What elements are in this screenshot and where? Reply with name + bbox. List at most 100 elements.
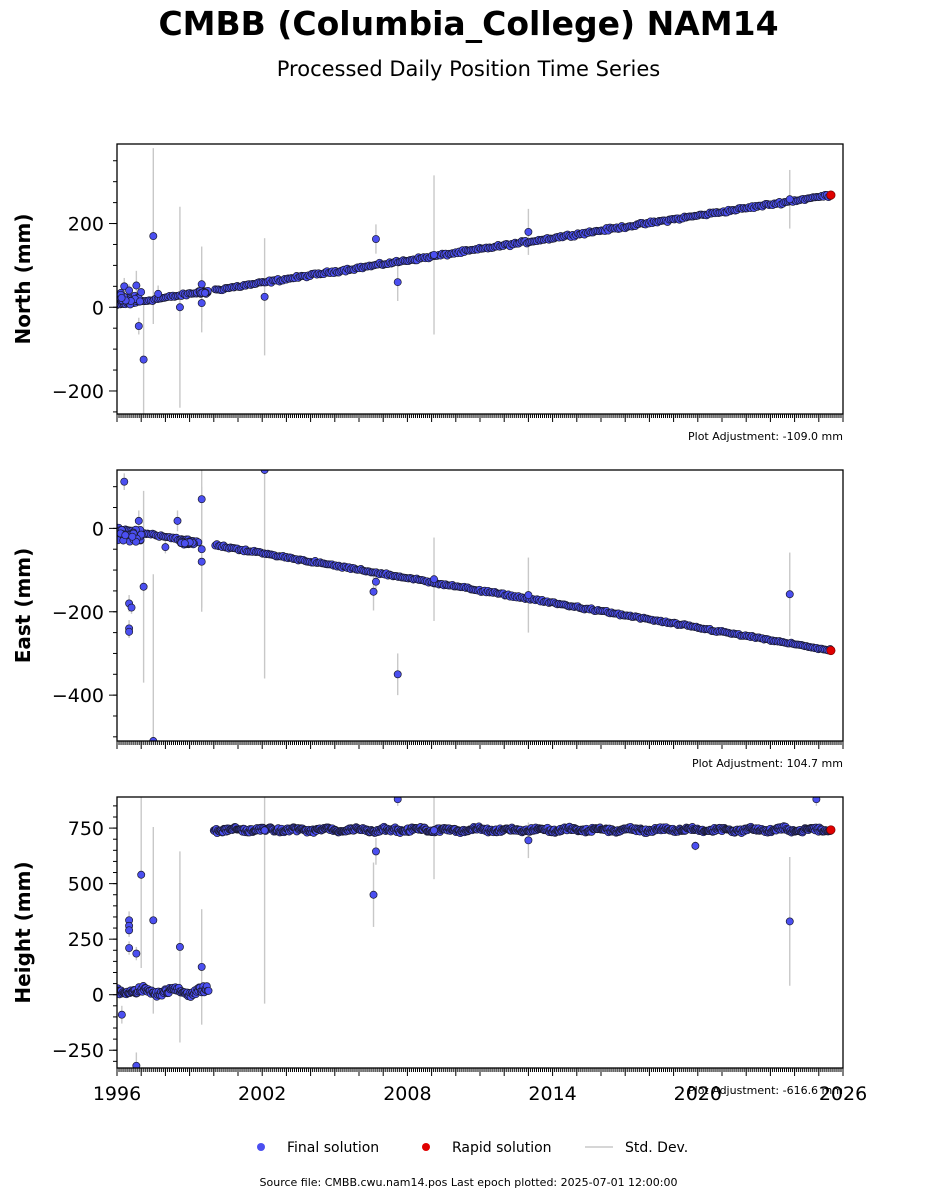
panel-1: −200 0 200 North (mm) Plot Adjustment: -109.…: [11, 143, 844, 443]
final-solution-point: [197, 545, 206, 554]
final-solution-point: [524, 836, 533, 845]
final-solution-point: [134, 322, 143, 331]
y-tick-label: −200: [52, 602, 104, 624]
legend: Final solution Rapid solution Std. Dev.: [257, 1140, 688, 1156]
final-solution-point: [430, 575, 438, 584]
plot-area: [117, 148, 836, 414]
legend-label: Std. Dev.: [625, 1140, 688, 1156]
y-tick-label: 250: [68, 929, 104, 951]
final-solution-point: [149, 916, 158, 925]
panel-frame: [116, 796, 844, 1069]
panel-frame: [116, 143, 844, 415]
final-solution-point: [127, 603, 136, 612]
plot-adjustment: Plot Adjustment: -109.0 mm: [688, 430, 843, 443]
final-solution-point: [204, 986, 213, 995]
y-tick-label: 750: [68, 818, 104, 840]
final-solution-point: [430, 826, 438, 835]
x-tick-label: 2020: [674, 1083, 722, 1105]
final-solution-point: [117, 293, 126, 302]
panel-frame: [116, 469, 844, 742]
final-solution-point: [260, 292, 269, 301]
final-solution-point: [371, 235, 380, 243]
panel-3: −250 0 250 500 750 Height (mm) Plot Adjustment…: [11, 796, 867, 1105]
y-tick-label: 0: [92, 985, 104, 1007]
final-solution-point: [175, 942, 184, 951]
final-solution-point: [197, 299, 206, 308]
rapid-solution-point: [826, 645, 836, 656]
legend-rapid-marker: [422, 1143, 430, 1151]
chart-title: CMBB (Columbia_College) NAM14: [158, 4, 779, 43]
final-solution-point: [524, 591, 533, 600]
rapid-solution-point: [826, 825, 836, 835]
final-solution-point: [812, 797, 821, 804]
final-solution-point: [125, 944, 134, 952]
final-solution-point: [125, 627, 134, 636]
x-tick-label: 2014: [528, 1083, 576, 1105]
final-solution-point: [197, 962, 206, 971]
final-solution-point: [137, 288, 146, 297]
final-solution-point: [785, 590, 794, 599]
final-solution-point: [128, 532, 137, 541]
x-tick-label: 2008: [383, 1083, 431, 1105]
final-solution-point: [134, 516, 143, 525]
final-solution-point: [120, 477, 129, 486]
y-tick-label: 0: [92, 518, 104, 540]
final-solution-point: [149, 232, 158, 241]
final-solution-point: [371, 847, 380, 856]
y-axis-label: North (mm): [11, 213, 35, 344]
plot-adjustment: Plot Adjustment: 104.7 mm: [692, 757, 843, 770]
y-axis-label: Height (mm): [11, 861, 35, 1003]
final-solution-point: [430, 250, 438, 259]
final-solution-point: [121, 531, 130, 540]
final-solution-point: [393, 797, 402, 804]
plot-adjustment: Plot Adjustment: -616.6 mm: [688, 1084, 843, 1097]
rapid-solution-point: [826, 190, 836, 200]
final-solution-point: [180, 539, 189, 548]
x-tick-label: 1996: [93, 1083, 141, 1105]
final-solution-point: [197, 495, 206, 504]
final-solution-point: [393, 670, 402, 679]
panel-2: −400 −200 0 East (mm) Plot Adjustment: 104.7…: [11, 469, 844, 770]
legend-final-marker: [257, 1143, 265, 1151]
final-solution-point: [117, 1010, 126, 1019]
final-solution-point: [197, 280, 206, 289]
final-solution-point: [369, 890, 378, 899]
final-solution-point: [369, 587, 378, 596]
x-tick-label: 2026: [819, 1083, 867, 1105]
final-solution-point: [137, 870, 146, 879]
final-solution-point: [260, 470, 269, 474]
y-tick-label: −400: [52, 685, 104, 707]
final-solution-point: [139, 355, 148, 364]
final-solution-point: [161, 543, 170, 552]
final-solution-point: [260, 826, 269, 835]
final-solution-point: [371, 577, 380, 586]
y-tick-label: −250: [52, 1040, 104, 1062]
final-solution-point: [785, 917, 794, 926]
final-solution-point: [136, 297, 144, 306]
final-solution-point: [154, 289, 163, 298]
final-solution-point: [197, 557, 206, 566]
y-tick-label: 200: [68, 214, 104, 236]
final-solution-point: [132, 1061, 141, 1068]
final-solution-point: [125, 926, 134, 935]
final-solution-point: [691, 841, 700, 850]
plot-area: [117, 797, 836, 1068]
final-solution-point: [132, 949, 141, 958]
final-solution-point: [132, 281, 141, 290]
final-solution-point: [125, 286, 134, 295]
final-solution-point: [201, 289, 209, 297]
final-solution-point: [139, 582, 148, 591]
y-axis-label: East (mm): [11, 548, 35, 664]
legend-label: Final solution: [287, 1140, 379, 1156]
y-tick-label: −200: [52, 381, 104, 403]
final-solution-point: [175, 303, 184, 312]
final-solution-point: [524, 227, 533, 236]
x-tick-label: 2002: [238, 1083, 286, 1105]
final-solution-point: [173, 516, 182, 525]
final-solution-point: [149, 737, 158, 741]
chart-subtitle: Processed Daily Position Time Series: [276, 57, 661, 81]
final-solution-point: [393, 278, 402, 287]
plot-area: [117, 470, 836, 741]
legend-label: Rapid solution: [452, 1140, 552, 1156]
